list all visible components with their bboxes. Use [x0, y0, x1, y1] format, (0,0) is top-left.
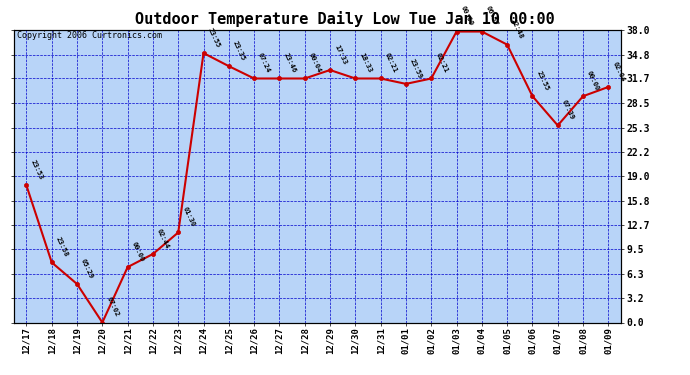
Text: 23:55: 23:55 [206, 27, 221, 48]
Text: 22:48: 22:48 [510, 18, 524, 40]
Text: 07:24: 07:24 [257, 52, 272, 74]
Text: 06:57: 06:57 [485, 5, 500, 27]
Text: 07:39: 07:39 [561, 99, 575, 121]
Text: 00:00: 00:00 [460, 5, 474, 27]
Text: 23:46: 23:46 [282, 52, 297, 74]
Text: 02:44: 02:44 [156, 228, 170, 249]
Text: Outdoor Temperature Daily Low Tue Jan 10 00:00: Outdoor Temperature Daily Low Tue Jan 10… [135, 11, 555, 27]
Text: 23:35: 23:35 [232, 40, 246, 62]
Text: 00:00: 00:00 [586, 70, 600, 92]
Text: 02:21: 02:21 [384, 52, 398, 74]
Text: 02:04: 02:04 [611, 60, 626, 82]
Text: 07:02: 07:02 [106, 296, 120, 318]
Text: 23:55: 23:55 [535, 70, 550, 92]
Text: 23:59: 23:59 [409, 57, 424, 79]
Text: 00:04: 00:04 [308, 52, 322, 74]
Text: 17:33: 17:33 [333, 44, 348, 65]
Text: 01:30: 01:30 [181, 206, 196, 228]
Text: 05:29: 05:29 [80, 258, 95, 279]
Text: 02:21: 02:21 [434, 52, 448, 74]
Text: Copyright 2006 Curtronics.com: Copyright 2006 Curtronics.com [17, 32, 162, 40]
Text: 23:58: 23:58 [55, 236, 69, 258]
Text: 23:53: 23:53 [30, 159, 44, 181]
Text: 18:33: 18:33 [358, 52, 373, 74]
Text: 00:00: 00:00 [130, 241, 145, 262]
